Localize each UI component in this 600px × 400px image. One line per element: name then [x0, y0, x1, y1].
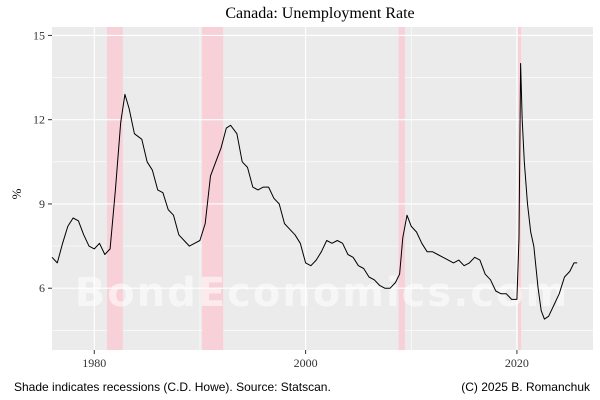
x-tick-label: 2020	[505, 356, 529, 370]
minor-gridlines	[52, 27, 593, 350]
series-lines	[51, 63, 578, 320]
x-tick-labels: 1980 2000 2020	[82, 350, 529, 370]
y-tick-label: 9	[39, 197, 45, 211]
recession-band	[202, 27, 224, 350]
chart-title: Canada: Unemployment Rate	[225, 5, 414, 22]
recession-band	[106, 27, 123, 350]
recession-band	[398, 27, 405, 350]
plot-panel	[52, 27, 593, 350]
y-axis-label: %	[9, 188, 24, 199]
y-tick-label: 15	[33, 28, 45, 42]
unemployment-series-line	[51, 63, 578, 320]
y-tick-labels: 6 9 12 15	[33, 28, 52, 295]
footer-copyright: (C) 2025 B. Romanchuk	[461, 380, 591, 394]
y-tick-label: 6	[39, 281, 45, 295]
x-tick-label: 2000	[294, 356, 318, 370]
x-tick-label: 1980	[82, 356, 106, 370]
y-tick-label: 12	[33, 113, 45, 127]
footer-source-note: Shade indicates recessions (C.D. Howe). …	[14, 380, 331, 394]
major-gridlines	[52, 27, 593, 350]
watermark-text: BondEconomics.com	[75, 270, 570, 316]
